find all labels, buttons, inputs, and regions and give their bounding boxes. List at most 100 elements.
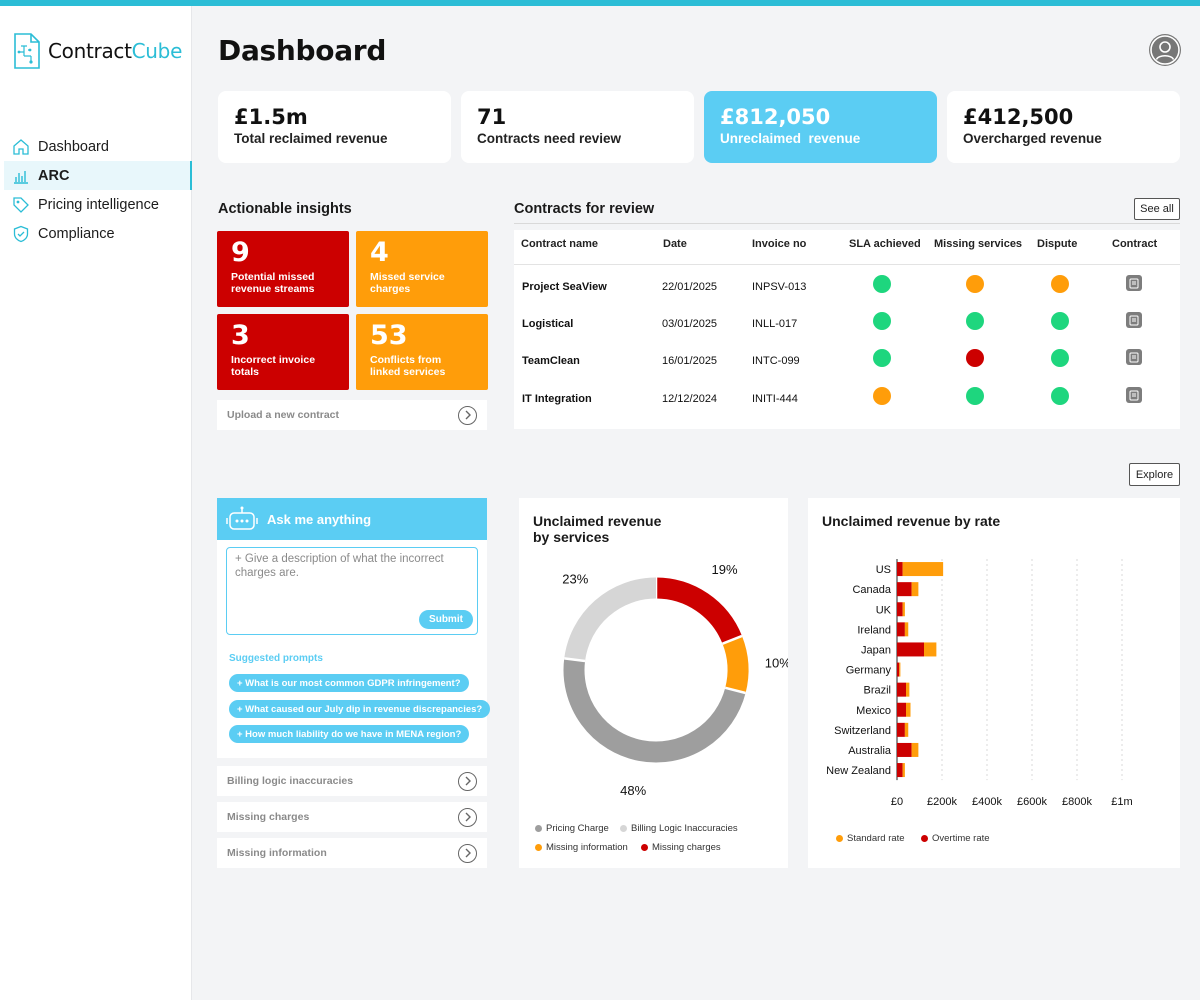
legend-item: Missing charges [641,842,721,853]
y-tick-label: Mexico [856,705,891,717]
bar-segment[interactable] [906,682,910,697]
document-icon[interactable] [1126,312,1142,328]
kpi-contracts-review[interactable]: 71 Contracts need review [461,91,694,163]
kpi-overcharged[interactable]: £412,500 Overcharged revenue [947,91,1180,163]
sidebar-item-label: Compliance [38,225,115,242]
donut-slice-separator [724,686,746,695]
document-icon[interactable] [1126,387,1142,403]
chevron-right-icon[interactable] [458,843,477,863]
bar-segment[interactable] [899,662,901,677]
bar-segment[interactable] [904,722,909,737]
missing-charges-row[interactable]: Missing charges [217,802,487,832]
x-tick-label: £600k [1017,796,1047,808]
billing-logic-row[interactable]: Billing logic inaccuracies [217,766,487,796]
sidebar-item-arc[interactable]: ARC [4,161,192,190]
contract-name-cell[interactable]: Logistical [522,318,574,330]
donut-slice[interactable] [564,577,657,662]
dispute-status-dot [1051,387,1069,405]
bar-segment[interactable] [897,742,912,757]
insight-text: Conflicts from linked services [370,354,446,378]
sidebar-item-pricing-intelligence[interactable]: Pricing intelligence [4,190,192,219]
bar-segment[interactable] [902,763,905,778]
y-tick-label: Australia [848,745,892,757]
bar-segment[interactable] [904,622,909,637]
invoice-cell: INPSV-013 [752,281,807,293]
document-icon[interactable] [1126,349,1142,365]
x-tick-label: £200k [927,796,957,808]
sidebar-item-dashboard[interactable]: Dashboard [4,132,192,161]
kpi-total-reclaimed[interactable]: £1.5m Total reclaimed revenue [218,91,451,163]
donut-slice[interactable] [563,658,746,763]
sla-status-dot [873,312,891,330]
suggested-prompt-chip[interactable]: + What is our most common GDPR infringem… [229,674,469,692]
bar-chart: £0 £200k £400k £600k £800k £1m US Canada UK Irela… [826,559,1133,808]
x-tick-label: £1m [1111,796,1132,808]
insight-text: Missed service charges [370,271,445,295]
bar-segment[interactable] [897,582,912,597]
suggested-prompt-chip[interactable]: + How much liability do we have in MENA … [229,725,470,743]
bar-segment[interactable] [906,702,911,717]
donut-slice[interactable] [655,577,743,645]
bar-segment[interactable] [897,562,903,577]
user-icon [1150,35,1180,65]
missing-information-row[interactable]: Missing information [217,838,487,868]
bar-segment[interactable] [902,562,944,577]
bar-segment[interactable] [897,602,903,617]
insight-tile-conflicts[interactable]: 53 Conflicts from linked services [356,314,488,390]
legend-item: Pricing Charge [535,823,609,834]
legend-item: Missing information [535,842,628,853]
bar-segment[interactable] [897,702,906,717]
donut-percent-label: 19% [712,562,738,577]
missing-services-status-dot [966,275,984,293]
see-all-button[interactable]: See all [1134,198,1180,220]
sidebar-item-label: Pricing intelligence [38,196,159,213]
sla-status-dot [873,275,891,293]
bar-segment[interactable] [911,742,919,757]
chat-input[interactable]: + Give a description of what the incorre… [226,547,478,635]
bar-segment[interactable] [924,642,937,657]
bar-segment[interactable] [911,582,919,597]
donut-slice[interactable] [722,635,749,694]
column-header: Contract [1112,238,1158,250]
contract-name-cell[interactable]: IT Integration [522,393,592,405]
upload-contract-row[interactable]: Upload a new contract [217,400,487,430]
contract-name-cell[interactable]: TeamClean [522,355,580,367]
invoice-cell: INLL-017 [752,318,798,330]
bar-segment[interactable] [897,622,905,637]
document-icon[interactable] [1126,275,1142,291]
column-header: Dispute [1037,238,1078,250]
logo-wordmark: ContractCube [48,39,182,63]
avatar[interactable] [1149,34,1181,66]
chevron-right-icon[interactable] [458,771,477,791]
insight-tile-incorrect-totals[interactable]: 3 Incorrect invoice totals [217,314,349,390]
missing-services-status-dot [966,349,984,367]
bar-segment[interactable] [897,763,903,778]
app-logo[interactable]: ContractCube [12,32,182,70]
sidebar-item-compliance[interactable]: Compliance [4,219,192,248]
y-tick-label: Canada [852,584,891,596]
bar-segment[interactable] [897,662,900,677]
contract-name-cell[interactable]: Project SeaView [522,281,607,293]
legend-swatch [921,835,928,842]
sidebar-item-label: ARC [38,167,70,184]
submit-button[interactable]: Submit [419,610,473,629]
explore-button[interactable]: Explore [1129,463,1180,486]
legend-item: Standard rate [836,833,905,844]
insight-tile-missed-service[interactable]: 4 Missed service charges [356,231,488,307]
bar-segment[interactable] [897,682,906,697]
kpi-label: Total reclaimed revenue [234,131,388,146]
kpi-unreclaimed[interactable]: £812,050 Unreclaimed revenue [704,91,937,163]
legend-swatch [620,825,627,832]
insight-tile-missed-revenue[interactable]: 9 Potential missed revenue streams [217,231,349,307]
suggested-prompt-chip[interactable]: + What caused our July dip in revenue di… [229,700,491,718]
bar-segment[interactable] [897,642,924,657]
chat-title: Ask me anything [267,511,372,527]
chevron-right-icon[interactable] [458,405,477,425]
donut-slice-separator [564,657,586,663]
donut-percent-label: 48% [620,783,646,798]
bar-segment[interactable] [897,722,905,737]
chevron-right-icon[interactable] [458,807,477,827]
y-tick-label: Germany [846,665,892,677]
sidebar-item-label: Dashboard [38,138,109,155]
bar-segment[interactable] [902,602,905,617]
